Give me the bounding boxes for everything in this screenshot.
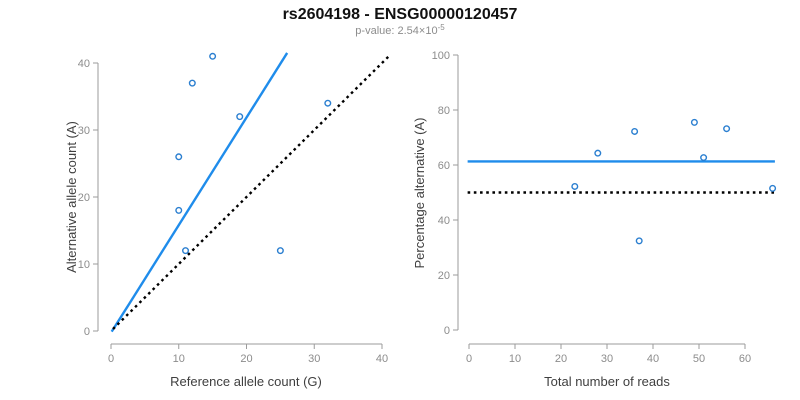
data-point	[209, 52, 217, 60]
data-point	[324, 99, 332, 107]
data-point	[571, 182, 579, 190]
left-y-axis-title: Alternative allele count (A)	[64, 121, 79, 273]
data-point	[769, 184, 777, 192]
right-x-axis-title: Total number of reads	[544, 374, 670, 389]
y-tick-label: 20	[78, 192, 90, 204]
y-tick-label: 60	[438, 160, 450, 172]
data-point	[700, 154, 708, 162]
y-tick-label: 100	[432, 50, 450, 62]
x-tick-label: 30	[308, 353, 320, 365]
x-tick-label: 10	[173, 353, 185, 365]
data-point	[182, 247, 190, 255]
x-tick-label: 60	[739, 353, 751, 365]
x-tick-label: 0	[108, 353, 114, 365]
pvalue-exponent: -5	[438, 23, 446, 32]
figure-title: rs2604198 - ENSG00000120457	[283, 6, 518, 23]
y-tick-label: 40	[438, 215, 450, 227]
y-tick-label: 20	[438, 270, 450, 282]
data-point	[175, 206, 183, 214]
data-point	[631, 127, 639, 135]
right-plot: 0 10 20 30 40 50 60 0 20 40 60 80 100	[432, 50, 777, 365]
x-tick-label: 20	[555, 353, 567, 365]
x-tick-label: 30	[601, 353, 613, 365]
x-tick-label: 40	[647, 353, 659, 365]
left-plot: 0 10 20 30 40 0 10 20 30 40	[78, 52, 390, 365]
pvalue-text: p-value: 2.54×10	[355, 25, 437, 37]
x-tick-label: 0	[466, 353, 472, 365]
data-point	[723, 125, 731, 133]
y-tick-label: 0	[84, 326, 90, 338]
right-y-axis-title: Percentage alternative (A)	[412, 117, 427, 268]
data-point	[175, 153, 183, 161]
data-point	[236, 113, 244, 121]
x-tick-label: 50	[693, 353, 705, 365]
y-tick-label: 0	[444, 325, 450, 337]
x-tick-label: 20	[240, 353, 252, 365]
data-point	[635, 237, 643, 245]
data-point	[188, 79, 196, 87]
y-tick-label: 80	[438, 105, 450, 117]
fitted-proportion-line	[110, 52, 289, 333]
x-tick-label: 40	[376, 353, 388, 365]
y-tick-label: 40	[78, 58, 90, 70]
identity-line	[112, 55, 390, 330]
data-point	[276, 247, 284, 255]
x-tick-label: 10	[509, 353, 521, 365]
data-point	[594, 149, 602, 157]
figure-subtitle: p-value: 2.54×10-5	[355, 23, 445, 37]
y-tick-label: 10	[78, 259, 90, 271]
left-x-axis-title: Reference allele count (G)	[170, 374, 322, 389]
data-point	[690, 118, 698, 126]
y-tick-label: 30	[78, 125, 90, 137]
